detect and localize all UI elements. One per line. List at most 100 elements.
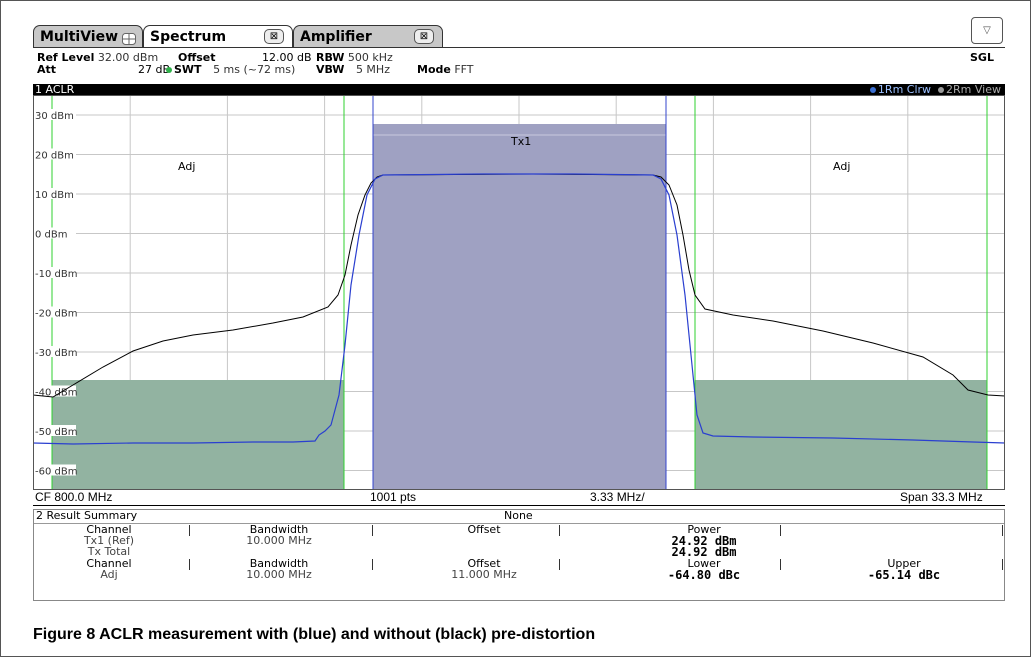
column-divider: [559, 525, 560, 536]
channel-boundaries: [51, 95, 988, 490]
result-summary-title: 2 Result Summary: [36, 509, 138, 522]
col-channel-2: Channel: [86, 557, 132, 570]
tab-baseline: [33, 47, 1005, 48]
trace1-label: 1Rm Clrw: [877, 83, 932, 96]
y-tick-label-bg: [34, 306, 76, 318]
tab-spectrum[interactable]: Spectrum ⊠: [143, 25, 293, 47]
adj-left-label: Adj: [178, 160, 195, 173]
y-tick-label-bg: [34, 346, 76, 357]
result-summary-none: None: [504, 509, 533, 522]
y-tick-label: -20 dBm: [35, 309, 77, 320]
plot-title: 1 ACLR: [35, 83, 75, 96]
col-channel: Channel: [86, 523, 132, 536]
offset-label: Offset: [178, 51, 216, 64]
column-divider: [559, 559, 560, 570]
row-tx1-power: 24.92 dBm: [671, 534, 737, 548]
col-offset: Offset: [467, 523, 501, 536]
trace-with-predistortion: [33, 173, 1005, 445]
grid-icon: [122, 30, 136, 45]
y-tick-label-bg: [34, 227, 76, 239]
att-label: Att: [37, 63, 57, 76]
figure-caption: Figure 8 ACLR measurement with (blue) an…: [33, 626, 596, 643]
y-axis-labels: 30 dBm 20 dBm 10 dBm 0 dBm -10 dBm -20 dBm -30…: [34, 109, 77, 478]
plot-title-bar: 1 ACLR 1Rm Clrw 2Rm View: [33, 84, 1005, 95]
col-lower: Lower: [687, 557, 721, 570]
tx-label: Tx1: [510, 135, 531, 148]
col-bandwidth-2: Bandwidth: [249, 557, 309, 570]
sgl-indicator: SGL: [970, 51, 994, 64]
result-summary-header: 2 Result Summary None: [34, 510, 1004, 524]
tab-amplifier-label: Amplifier: [300, 29, 372, 45]
tab-multiview-label: MultiView: [40, 29, 119, 45]
col-power: Power: [687, 523, 721, 536]
column-divider: [780, 525, 781, 536]
y-tick-label: -40 dBm: [35, 388, 77, 399]
adj-right-channel-bar: [695, 380, 987, 490]
y-tick-label-bg: [34, 109, 76, 120]
y-tick-label-bg: [34, 385, 76, 397]
y-tick-label: -30 dBm: [35, 348, 77, 359]
y-tick-label: -50 dBm: [35, 427, 77, 438]
row-tx1-bandwidth: 10.000 MHz: [246, 534, 312, 547]
points-count: 1001 pts: [370, 490, 417, 504]
tab-spectrum-label: Spectrum: [150, 29, 227, 45]
y-tick-label: -60 dBm: [35, 467, 77, 478]
ref-level-setting: Ref Level 32.00 dBm: [37, 51, 159, 64]
swt-setting: SWT 5 ms (~72 ms): [166, 64, 295, 76]
division-width: 3.33 MHz/: [590, 490, 645, 504]
row-total-channel: Tx Total: [87, 545, 131, 558]
dropdown-menu-button[interactable]: ▽: [971, 17, 1003, 44]
row-adj-channel: Adj: [100, 568, 118, 581]
result-summary-table: 2 Result Summary None Channel Bandwidth …: [33, 509, 1005, 601]
column-divider: [372, 525, 373, 536]
column-divider: [1002, 559, 1003, 570]
tab-multiview[interactable]: MultiView: [33, 25, 143, 47]
trace2-dot-icon: [938, 87, 945, 93]
adj-right-label: Adj: [833, 160, 850, 173]
col-bandwidth: Bandwidth: [249, 523, 309, 536]
y-tick-label-bg: [34, 464, 76, 476]
rbw-setting: RBW 500 kHz: [316, 51, 393, 64]
col-offset-2: Offset: [467, 557, 501, 570]
chevron-down-icon: ▽: [983, 25, 991, 36]
tab-amplifier[interactable]: Amplifier ⊠: [293, 25, 443, 47]
offset-value: 12.00 dB: [262, 51, 312, 64]
center-frequency: CF 800.0 MHz: [35, 490, 113, 504]
y-tick-label: 0 dBm: [35, 230, 68, 241]
column-divider: [372, 559, 373, 570]
row-adj-bandwidth: 10.000 MHz: [246, 568, 312, 581]
row-adj-offset: 11.000 MHz: [451, 568, 517, 581]
y-tick-label-bg: [34, 425, 76, 436]
trace1-dot-icon: [869, 87, 876, 93]
y-tick-label: 20 dBm: [35, 151, 74, 162]
col-upper: Upper: [887, 557, 921, 570]
column-divider: [1002, 525, 1003, 536]
mode-setting: Mode FFT: [417, 63, 474, 76]
adj-left-channel-bar: [52, 380, 344, 490]
status-dot-icon: [166, 67, 172, 73]
spectrum-plot: 30 dBm 20 dBm 10 dBm 0 dBm -10 dBm -20 dBm -30…: [33, 95, 1005, 490]
row-adj-upper: -65.14 dBc: [867, 568, 941, 582]
att-value: 27 dB: [138, 63, 171, 76]
y-tick-label: 10 dBm: [35, 190, 74, 201]
y-tick-label: 30 dBm: [35, 111, 74, 122]
vbw-setting: VBW 5 MHz: [316, 63, 390, 76]
row-tx1-channel: Tx1 (Ref): [83, 534, 135, 547]
trace2-label: 2Rm View: [946, 83, 1001, 96]
column-divider: [189, 559, 190, 570]
column-divider: [780, 559, 781, 570]
y-tick-label: -10 dBm: [35, 269, 77, 280]
y-tick-label-bg: [34, 267, 76, 278]
plot-border: [33, 95, 1005, 490]
y-tick-label-bg: [34, 188, 76, 199]
column-divider: [189, 525, 190, 536]
row-adj-lower: -64.80 dBc: [667, 568, 741, 582]
tx-channel-bar: [373, 124, 666, 490]
close-icon[interactable]: ⊠: [264, 29, 284, 44]
trace-legend: 1Rm Clrw 2Rm View: [869, 83, 1001, 96]
row-total-power: 24.92 dBm: [671, 545, 737, 559]
y-tick-label-bg: [34, 148, 76, 160]
close-icon[interactable]: ⊠: [414, 29, 434, 44]
plot-footer-line: [33, 505, 1005, 506]
span-label: Span 33.3 MHz: [900, 490, 983, 504]
